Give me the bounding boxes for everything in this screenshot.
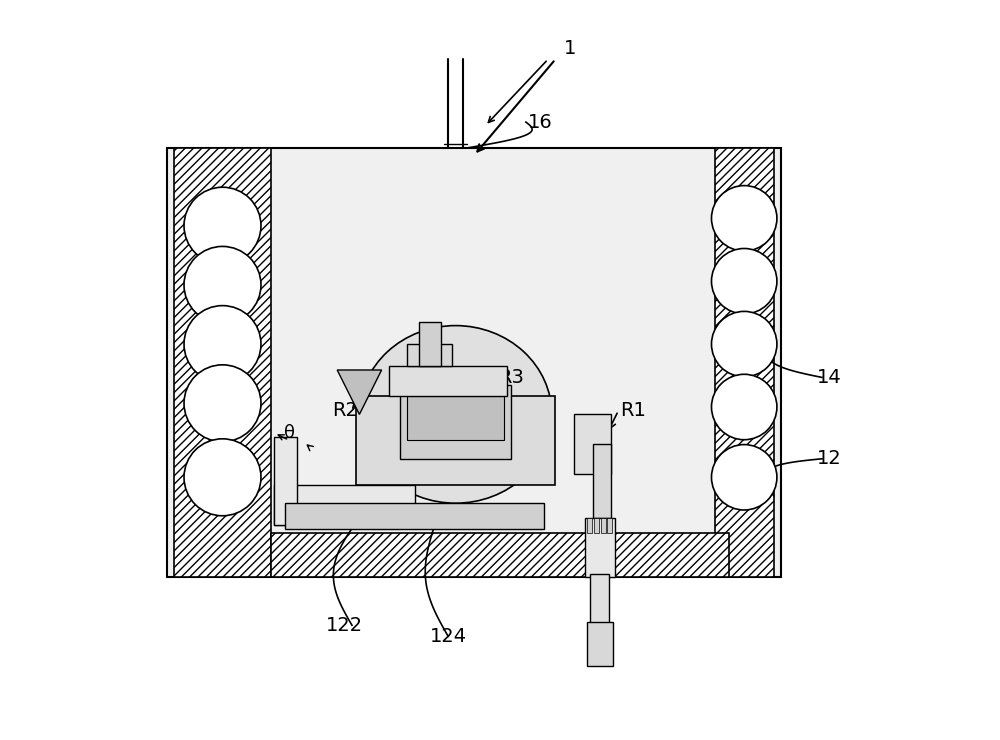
Bar [271, 533, 729, 577]
Bar [419, 322, 441, 366]
Bar [274, 485, 415, 525]
Circle shape [184, 439, 261, 516]
Bar [585, 518, 615, 577]
Circle shape [711, 249, 777, 314]
Bar [601, 518, 606, 533]
Text: θ: θ [284, 424, 295, 442]
Polygon shape [337, 370, 382, 414]
Text: 122: 122 [326, 616, 363, 635]
Bar [285, 503, 544, 529]
Bar [587, 622, 613, 666]
Text: 1: 1 [564, 38, 576, 58]
Bar [167, 148, 781, 577]
Bar [594, 518, 599, 533]
Circle shape [184, 187, 261, 264]
Circle shape [184, 365, 261, 442]
Circle shape [184, 246, 261, 323]
Bar [174, 148, 271, 577]
Bar [592, 444, 611, 518]
Bar [408, 396, 504, 440]
Text: 12: 12 [817, 449, 842, 468]
Text: 124: 124 [430, 627, 467, 646]
Text: R1: R1 [620, 401, 646, 420]
Circle shape [184, 306, 261, 383]
Bar [607, 518, 612, 533]
Bar [389, 366, 507, 396]
Bar [715, 148, 774, 577]
Bar [587, 518, 592, 533]
Bar [274, 437, 296, 525]
Bar [356, 396, 555, 485]
Bar [408, 344, 452, 366]
Bar [590, 574, 609, 625]
Bar [400, 385, 511, 459]
Ellipse shape [359, 326, 552, 503]
Circle shape [711, 374, 777, 440]
Circle shape [711, 445, 777, 510]
Bar [574, 414, 611, 474]
Text: R2: R2 [332, 401, 358, 420]
Circle shape [711, 312, 777, 377]
Text: 16: 16 [528, 112, 553, 132]
Text: R3: R3 [498, 368, 524, 387]
Circle shape [711, 186, 777, 251]
Text: 14: 14 [817, 368, 842, 387]
